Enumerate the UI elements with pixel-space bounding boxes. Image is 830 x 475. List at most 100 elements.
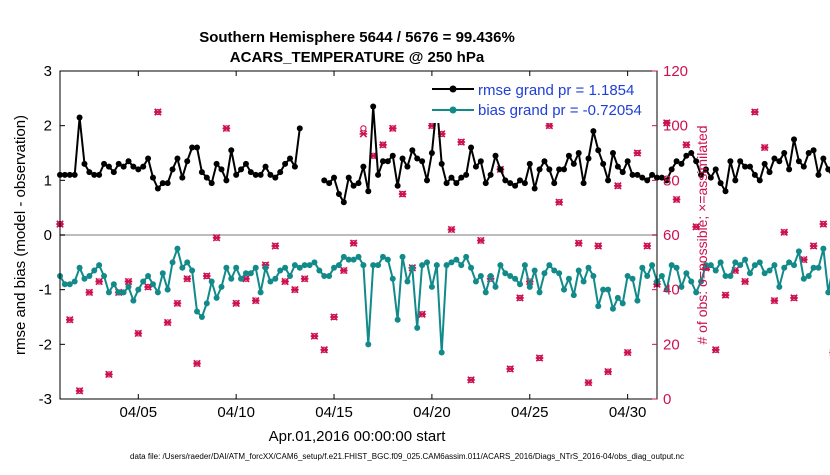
rmse-point xyxy=(243,161,249,167)
rmse-point xyxy=(258,172,264,178)
rmse-point xyxy=(409,147,415,153)
rmse-point xyxy=(233,172,239,178)
rmse-point xyxy=(174,155,180,161)
bias-point xyxy=(566,276,572,282)
rmse-point xyxy=(541,158,547,164)
bias-point xyxy=(620,300,626,306)
bias-point xyxy=(463,254,469,260)
rmse-point xyxy=(228,147,234,153)
rmse-point xyxy=(727,158,733,164)
rmse-point xyxy=(341,199,347,205)
rmse-point xyxy=(537,166,543,172)
rmse-point xyxy=(473,164,479,170)
rmse-point xyxy=(238,166,244,172)
bias-point xyxy=(72,278,78,284)
bias-point xyxy=(135,287,141,293)
rmse-point xyxy=(747,164,753,170)
bias-point xyxy=(429,284,435,290)
y-tick-label-right: 60 xyxy=(663,227,680,244)
bias-point xyxy=(791,262,797,268)
rmse-point xyxy=(610,150,616,156)
rmse-point xyxy=(72,172,78,178)
bias-point xyxy=(400,254,406,260)
bias-point xyxy=(541,270,547,276)
bias-point xyxy=(86,273,92,279)
rmse-point xyxy=(625,158,631,164)
rmse-point xyxy=(605,177,611,183)
rmse-point xyxy=(194,145,200,151)
bias-point xyxy=(223,265,229,271)
rmse-point xyxy=(140,164,146,170)
y-tick-label-right: 100 xyxy=(663,118,688,135)
bias-point xyxy=(184,259,190,265)
rmse-point xyxy=(165,180,171,186)
bias-point xyxy=(522,262,528,268)
y-tick-label-left: -3 xyxy=(39,391,52,408)
rmse-point xyxy=(282,161,288,167)
y-tick-label-right: 120 xyxy=(663,63,688,80)
bias-point xyxy=(101,273,107,279)
rmse-point xyxy=(732,177,738,183)
bias-point xyxy=(424,259,430,265)
rmse-point xyxy=(522,180,528,186)
bias-point xyxy=(395,317,401,323)
bias-point xyxy=(209,278,215,284)
footer-data-file: data file: /Users/raeder/DAI/ATM_forcXX/… xyxy=(130,452,684,461)
bias-point xyxy=(820,246,826,252)
rmse-point xyxy=(419,158,425,164)
x-tick-label: 04/05 xyxy=(120,404,158,421)
bias-point xyxy=(360,262,366,268)
bias-point xyxy=(483,289,489,295)
rmse-point xyxy=(527,161,533,167)
rmse-point xyxy=(375,172,381,178)
bias-point xyxy=(439,350,445,356)
rmse-point xyxy=(287,155,293,161)
bias-point xyxy=(537,289,543,295)
bias-point xyxy=(718,259,724,265)
bias-point xyxy=(781,265,787,271)
rmse-point xyxy=(551,180,557,186)
bias-point xyxy=(527,284,533,290)
rmse-point xyxy=(111,169,117,175)
rmse-point xyxy=(199,169,205,175)
bias-point xyxy=(434,262,440,268)
rmse-point xyxy=(218,166,224,172)
rmse-point xyxy=(360,164,366,170)
bias-point xyxy=(150,281,156,287)
bias-point xyxy=(727,273,733,279)
rmse-point xyxy=(786,166,792,172)
bias-point xyxy=(179,265,185,271)
rmse-point xyxy=(815,172,821,178)
rmse-point xyxy=(346,175,352,181)
rmse-point xyxy=(615,164,621,170)
bias-point xyxy=(165,287,171,293)
rmse-point xyxy=(272,175,278,181)
rmse-point xyxy=(757,177,763,183)
bias-point xyxy=(409,265,415,271)
y-tick-label-left: 1 xyxy=(44,172,52,189)
rmse-point xyxy=(781,150,787,156)
bias-point xyxy=(194,309,200,315)
bias-point xyxy=(404,278,410,284)
rmse-point xyxy=(801,164,807,170)
rmse-point xyxy=(179,175,185,181)
bias-point xyxy=(140,278,146,284)
y-tick-label-right: 0 xyxy=(663,391,671,408)
rmse-point xyxy=(121,164,127,170)
bias-point xyxy=(561,287,567,293)
bias-point xyxy=(218,284,224,290)
rmse-point xyxy=(561,166,567,172)
bias-point xyxy=(517,281,523,287)
y-tick-label-left: 0 xyxy=(44,227,52,244)
rmse-point xyxy=(223,177,229,183)
bias-point xyxy=(649,262,655,268)
bias-point xyxy=(796,248,802,254)
rmse-point xyxy=(155,186,161,192)
bias-point xyxy=(204,300,210,306)
bias-point xyxy=(272,276,278,282)
rmse-point xyxy=(571,161,577,167)
rmse-point xyxy=(400,155,406,161)
rmse-point xyxy=(209,180,215,186)
bias-point xyxy=(258,289,264,295)
